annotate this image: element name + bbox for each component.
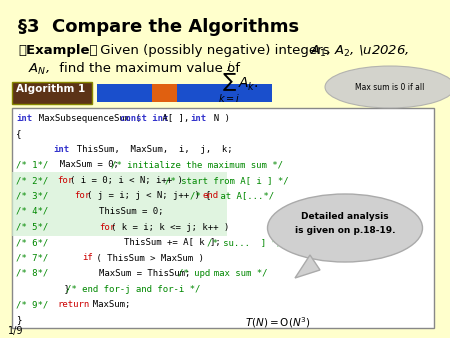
Text: /* upd: /* upd	[178, 269, 210, 278]
Text: §3  Compare the Algorithms: §3 Compare the Algorithms	[18, 18, 299, 36]
Text: Max sum is 0 if all: Max sum is 0 if all	[356, 83, 425, 92]
Text: at A[...*/: at A[...*/	[215, 192, 274, 200]
Text: const int: const int	[120, 114, 168, 123]
Text: /* end for-j and for-i */: /* end for-j and for-i */	[66, 285, 200, 293]
Text: end: end	[203, 192, 219, 200]
Text: ThisSum = 0;: ThisSum = 0;	[99, 207, 163, 216]
Text: Detailed analysis: Detailed analysis	[301, 212, 389, 221]
Ellipse shape	[325, 66, 450, 108]
FancyBboxPatch shape	[97, 84, 272, 102]
Text: }: }	[16, 285, 81, 293]
Text: $\sum_{k=i}^{j}A_k$$.$: $\sum_{k=i}^{j}A_k$$.$	[218, 60, 259, 105]
Text: max sum */: max sum */	[203, 269, 267, 278]
Text: return: return	[58, 300, 90, 309]
Text: A[ ],: A[ ],	[157, 114, 200, 123]
Text: /* 8*/: /* 8*/	[16, 269, 59, 278]
Text: int: int	[54, 145, 69, 154]
Text: MaxSum = 0;: MaxSum = 0;	[49, 161, 130, 169]
Text: /* 4*/: /* 4*/	[16, 207, 59, 216]
Text: /* 9*/: /* 9*/	[16, 300, 59, 309]
Text: ThisSum,  MaxSum,  i,  j,  k;: ThisSum, MaxSum, i, j, k;	[66, 145, 233, 154]
Text: ( j = i; j < N; j++ ) {: ( j = i; j < N; j++ ) {	[86, 192, 221, 200]
Text: /* 3*/: /* 3*/	[16, 192, 59, 200]
FancyBboxPatch shape	[12, 82, 92, 104]
Text: int: int	[190, 114, 207, 123]
Text: 《Example》: 《Example》	[18, 44, 98, 57]
Text: /* 7*/: /* 7*/	[16, 254, 59, 263]
Text: $A_N$,: $A_N$,	[28, 62, 50, 77]
Text: /* initialize the maximum sum */: /* initialize the maximum sum */	[112, 161, 284, 169]
Text: find the maximum value of: find the maximum value of	[55, 62, 244, 75]
Ellipse shape	[267, 194, 423, 262]
Text: MaxSubsequenceSum (: MaxSubsequenceSum (	[28, 114, 147, 123]
Text: /* start from A[ i ] */: /* start from A[ i ] */	[166, 176, 289, 185]
Text: ( ThisSum > MaxSum ): ( ThisSum > MaxSum )	[91, 254, 203, 263]
Text: is given on p.18-19.: is given on p.18-19.	[295, 226, 395, 235]
Text: if: if	[82, 254, 93, 263]
Text: 1/9: 1/9	[8, 326, 23, 336]
Text: }: }	[16, 315, 22, 324]
Text: /*: /*	[190, 192, 207, 200]
Text: Algorithm 1: Algorithm 1	[16, 84, 85, 94]
FancyBboxPatch shape	[12, 108, 434, 328]
Text: ( k = i; k <= j; k++ ): ( k = i; k <= j; k++ )	[112, 222, 230, 232]
Text: $T( N ) = \mathrm{O}( N^3 )$: $T( N ) = \mathrm{O}( N^3 )$	[245, 315, 310, 330]
Text: /* 2*/: /* 2*/	[16, 176, 59, 185]
Text: for: for	[58, 176, 74, 185]
FancyBboxPatch shape	[12, 172, 227, 236]
Text: int: int	[16, 114, 32, 123]
Text: MaxSum = ThisSum;: MaxSum = ThisSum;	[99, 269, 201, 278]
Text: MaxSum;: MaxSum;	[82, 300, 131, 309]
Text: N ): N )	[203, 114, 230, 123]
Text: ThisSum += A[ k ];: ThisSum += A[ k ];	[124, 238, 231, 247]
Text: /* 6*/: /* 6*/	[16, 238, 59, 247]
Text: /* 5*/: /* 5*/	[16, 222, 59, 232]
Polygon shape	[295, 255, 320, 278]
Text: $A_1$, $A_2$, \u2026,: $A_1$, $A_2$, \u2026,	[310, 44, 410, 59]
Text: for: for	[74, 192, 90, 200]
Text: Given (possibly negative) integers: Given (possibly negative) integers	[96, 44, 334, 57]
Text: /* 1*/: /* 1*/	[16, 161, 59, 169]
Text: for: for	[99, 222, 115, 232]
Text: ( i = 0; i < N; i++ ): ( i = 0; i < N; i++ )	[70, 176, 194, 185]
Text: {: {	[16, 129, 22, 139]
Text: /* su...  ] */: /* su... ] */	[207, 238, 282, 247]
FancyBboxPatch shape	[152, 84, 177, 102]
